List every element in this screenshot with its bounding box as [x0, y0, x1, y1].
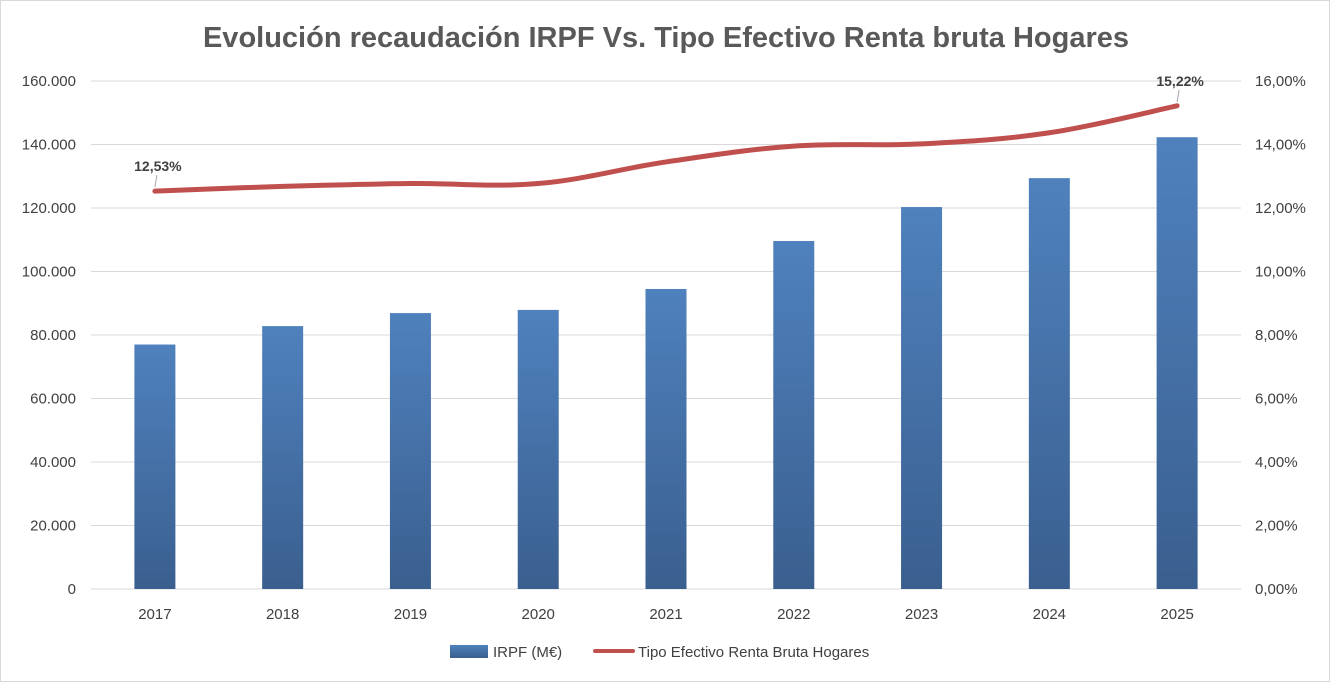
line-point	[281, 185, 284, 188]
chart-title: Evolución recaudación IRPF Vs. Tipo Efec…	[203, 22, 1129, 54]
legend-swatch-irpf	[450, 645, 488, 658]
x-tick-label: 2021	[649, 606, 682, 623]
x-tick-label: 2024	[1033, 606, 1066, 623]
line-series	[152, 103, 1180, 194]
line-point	[409, 182, 412, 185]
left-axis-ticks: 0 20.000 40.000 60.000 80.000 100.000 120.000 1…	[22, 73, 76, 598]
bar	[389, 313, 431, 589]
line-point	[665, 160, 667, 163]
bar	[1028, 178, 1070, 589]
x-tick-label: 2017	[138, 606, 171, 623]
line-point	[792, 145, 795, 148]
right-tick-label: 8,00%	[1255, 327, 1298, 344]
bar	[773, 241, 815, 589]
right-tick-label: 0,00%	[1255, 581, 1298, 598]
left-tick-label: 120.000	[22, 200, 76, 217]
bar	[1156, 137, 1198, 589]
right-tick-label: 4,00%	[1255, 454, 1298, 471]
left-tick-label: 140.000	[22, 137, 76, 154]
right-axis-ticks: 0,00% 2,00% 4,00% 6,00% 8,00% 10,00% 12,00% 14,…	[1255, 73, 1306, 598]
right-tick-label: 2,00%	[1255, 518, 1298, 535]
x-tick-label: 2023	[905, 606, 938, 623]
legend: IRPF (M€) Tipo Efectivo Renta Bruta Hoga…	[450, 644, 869, 661]
line-point	[1048, 131, 1051, 134]
right-tick-label: 10,00%	[1255, 264, 1306, 281]
left-tick-label: 60.000	[30, 391, 76, 408]
legend-label-tipo: Tipo Efectivo Renta Bruta Hogares	[638, 644, 869, 661]
data-label: 15,22%	[1156, 73, 1204, 89]
line-point	[920, 142, 923, 145]
right-tick-label: 16,00%	[1255, 73, 1306, 90]
x-tick-label: 2025	[1160, 606, 1193, 623]
line-point	[1176, 104, 1179, 107]
data-labels: 12,53% 15,22%	[134, 73, 1204, 188]
left-tick-label: 80.000	[30, 327, 76, 344]
data-label-leader	[154, 175, 158, 188]
x-tick-label: 2019	[394, 606, 427, 623]
left-tick-label: 0	[68, 581, 76, 598]
left-tick-label: 100.000	[22, 264, 76, 281]
bar	[645, 288, 687, 589]
right-tick-label: 14,00%	[1255, 137, 1306, 154]
x-tick-label: 2018	[266, 606, 299, 623]
right-tick-label: 6,00%	[1255, 391, 1298, 408]
bar	[134, 344, 176, 589]
x-axis-ticks: 2017 2018 2019 2020 2021 2022 2023 2024 2025	[138, 606, 1194, 623]
line-path	[152, 103, 1180, 194]
right-tick-label: 12,00%	[1255, 200, 1306, 217]
x-tick-label: 2020	[522, 606, 555, 623]
legend-label-irpf: IRPF (M€)	[493, 644, 562, 661]
x-tick-label: 2022	[777, 606, 810, 623]
left-tick-label: 40.000	[30, 454, 76, 471]
left-tick-label: 160.000	[22, 73, 76, 90]
bar	[262, 326, 304, 589]
data-label: 12,53%	[134, 158, 182, 174]
line-point	[537, 182, 540, 185]
bar	[901, 207, 943, 590]
data-label-leader	[1176, 89, 1180, 102]
bar-series	[134, 137, 1198, 590]
left-tick-label: 20.000	[30, 518, 76, 535]
line-point	[153, 190, 156, 193]
bar	[517, 309, 559, 589]
